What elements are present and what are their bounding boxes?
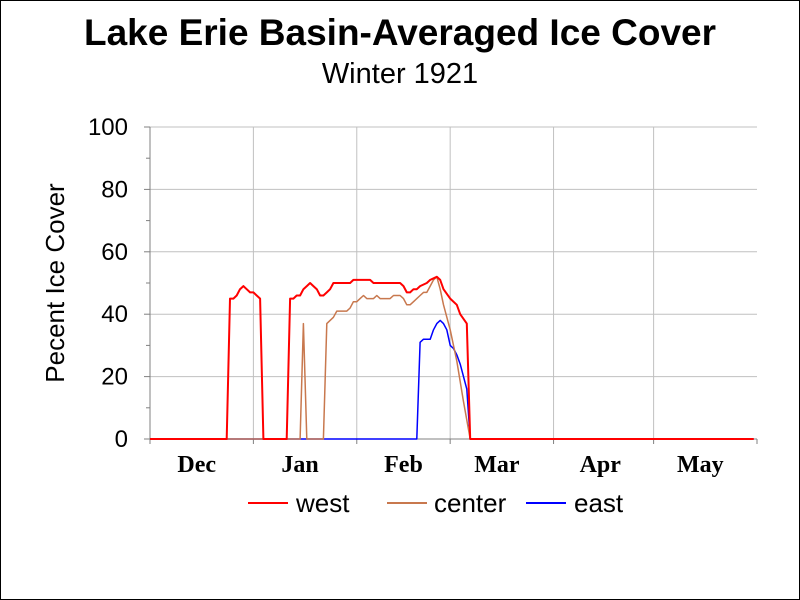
y-tick-label: 80 bbox=[101, 176, 128, 203]
y-tick-label: 60 bbox=[101, 239, 128, 266]
gridlines bbox=[150, 126, 757, 439]
series-line-west bbox=[150, 275, 754, 440]
x-tick-label: May bbox=[677, 452, 724, 478]
legend-label-west: west bbox=[295, 488, 350, 518]
y-tick-label: 0 bbox=[115, 426, 128, 453]
y-tick-label: 40 bbox=[101, 301, 128, 328]
y-tick-label: 100 bbox=[88, 114, 128, 141]
series-line-center bbox=[150, 276, 754, 440]
legend: west center east bbox=[248, 488, 624, 518]
legend-label-center: center bbox=[434, 488, 507, 518]
x-tick-label: Apr bbox=[580, 452, 622, 478]
legend-item-west: west bbox=[248, 488, 350, 518]
legend-item-center: center bbox=[387, 488, 507, 518]
chart-title: Lake Erie Basin-Averaged Ice Cover bbox=[83, 12, 717, 53]
legend-item-east: east bbox=[526, 488, 624, 518]
series-line-east bbox=[150, 319, 754, 440]
tick-labels: 0 20 40 60 80 100 Dec Jan Feb Mar Apr May bbox=[88, 114, 724, 478]
y-tick-label: 20 bbox=[101, 364, 128, 391]
y-axis-label: Pecent Ice Cover bbox=[40, 183, 70, 383]
legend-label-east: east bbox=[574, 488, 624, 518]
x-tick-label: Jan bbox=[281, 452, 318, 478]
series-lines bbox=[150, 275, 754, 440]
x-tick-label: Feb bbox=[384, 452, 423, 478]
x-tick-label: Mar bbox=[474, 452, 520, 478]
chart-subtitle: Winter 1921 bbox=[321, 58, 479, 90]
x-tick-label: Dec bbox=[177, 452, 216, 478]
